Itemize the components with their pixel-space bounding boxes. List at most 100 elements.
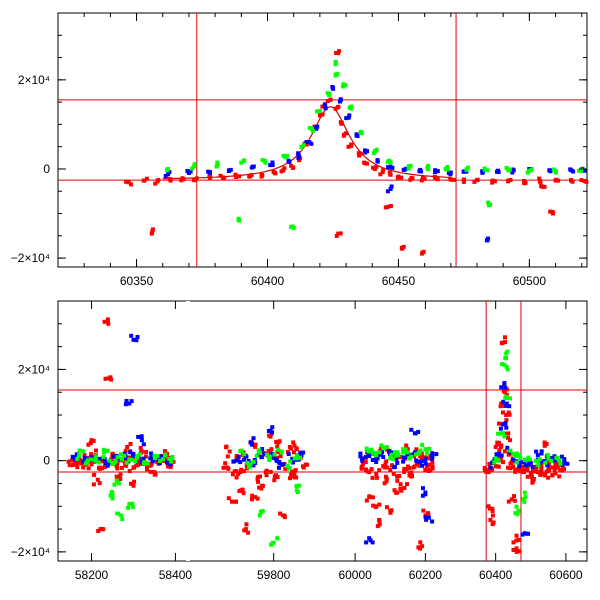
top-point-1-5-n1 [270,160,275,165]
bottom-point-0-90-n2 [420,544,425,549]
top-point-2-3 [239,160,244,165]
top-point-1-13-n1 [347,113,352,118]
top-point-1-6-n1 [286,158,291,163]
bottom-point-2-23 [257,513,262,518]
bottom-point-1-48-n0 [530,464,535,469]
top-point-1-28-n0 [568,167,573,172]
bottom-point-1-9-n1 [149,451,154,456]
bottom-point-0-127-n0 [512,498,517,503]
bottom-point-0-78 [405,447,410,452]
bottom-point-0-84-n2 [430,460,435,464]
top-point-1-13-n0 [344,116,349,121]
top-point-1-19-n1 [419,169,424,174]
bottom-point-0-132 [488,517,493,522]
bottom-point-0-3 [81,465,86,470]
bottom-point-1-26 [367,454,372,459]
top-point-2-4-n1 [260,158,265,163]
top-point-0-18-n0 [320,104,325,109]
bottom-point-1-24-n0 [270,425,275,430]
bottom-point-2-38-n2 [508,396,512,401]
bottom-point-0-44-n2 [258,474,262,479]
bottom-point-2-43-n2 [549,458,554,463]
bottom-point-0-73-n1 [385,465,390,470]
top-point-2-28-n1 [486,200,491,205]
bottom-point-1-21-n1 [290,460,295,465]
bottom-point-0-26-n0 [91,482,96,487]
bottom-point-0-83-n0 [423,467,428,472]
bottom-point-1-18-n0 [259,455,264,460]
bottom-point-0-127-n2 [512,494,516,499]
bottom-point-1-18-n1 [260,447,265,452]
bottom-point-0-131 [553,465,558,470]
bottom-point-2-26-n0 [364,446,369,451]
top-point-0-25-n1 [362,160,367,165]
bottom-point-0-24-n1 [171,459,176,464]
top-ytick-label-0: 2×10⁴ [18,73,50,87]
bottom-point-2-26-n1 [369,447,374,452]
bottom-point-2-16-n2 [238,449,243,453]
bottom-point-1-20-n2 [277,465,281,470]
bottom-point-0-104-n1 [501,389,506,394]
bottom-point-0-88-n0 [388,510,393,515]
bottom-point-2-36-n2 [501,431,506,436]
bottom-point-0-105 [504,413,509,417]
bottom-point-0-76 [398,455,403,459]
top-point-0-26-n1 [374,164,379,169]
bottom-point-1-2 [89,455,94,459]
bottom-point-1-10-n1 [159,454,164,459]
bottom-reference-vlines [485,301,522,561]
bottom-point-1-53-n1 [562,461,567,466]
bottom-point-2-31-n0 [401,450,406,455]
bottom-ytick-label-0: 2×10⁴ [18,362,50,376]
bottom-point-1-23-n2 [251,436,256,441]
bottom-point-2-21 [285,464,290,469]
bottom-point-1-38-n2 [370,540,375,545]
top-point-1-20-n1 [433,168,438,173]
bottom-point-2-34-n2 [420,442,425,447]
bottom-point-1-47-n2 [523,463,528,468]
top-point-2-3-n1 [241,159,246,163]
bottom-point-0-123-n0 [558,468,563,473]
top-point-0-4-n1 [180,176,185,181]
bottom-point-0-35-n0 [101,527,106,532]
bottom-point-0-32 [152,470,157,475]
bottom-point-1-3 [97,456,102,461]
bottom-point-2-0-n2 [80,449,85,454]
bottom-point-0-63-n2 [277,439,282,444]
bottom-point-0-19-n1 [145,467,149,472]
bottom-point-1-51-n2 [549,456,554,461]
top-point-0-14-n1 [297,158,301,163]
top-point-0-24-n1 [356,151,361,156]
bottom-point-0-21-n0 [155,460,160,465]
top-point-0-31-n0 [420,175,425,180]
bottom-point-0-18-n2 [144,450,149,454]
bottom-point-0-9-n0 [102,465,107,469]
bottom-point-1-36-n2 [421,486,425,491]
bottom-point-2-16-n1 [242,452,247,457]
bottom-point-0-102-n0 [504,418,509,423]
top-point-0-0-n0 [129,182,133,187]
top-point-0-0 [126,180,131,185]
bottom-point-2-2-n0 [93,454,98,459]
bottom-point-0-25-n1 [91,438,96,443]
top-point-0-1-n1 [141,178,146,183]
bottom-point-0-128-n1 [511,540,516,545]
bottom-y-tick-labels: 2×10⁴ 0 −2×10⁴ [11,362,51,558]
bottom-point-1-31 [402,455,407,460]
bottom-point-2-29-n2 [390,457,395,461]
bottom-point-1-4-n2 [103,461,108,466]
bottom-point-0-85 [430,464,435,469]
bottom-point-0-65-n2 [359,464,364,469]
top-point-0-3-n1 [168,177,173,182]
top-xtick-label-1: 60400 [251,274,285,288]
top-point-0-36-n1 [490,180,495,185]
top-point-1-17-n1 [386,165,391,170]
bottom-point-0-25-n2 [88,441,93,445]
bottom-point-0-105-n2 [501,410,505,415]
bottom-point-2-30-n1 [393,450,397,455]
bottom-point-0-133 [514,549,519,554]
bottom-point-1-13-n0 [124,399,129,403]
bottom-point-0-128 [514,538,519,543]
bottom-point-2-15-n2 [130,501,135,506]
bottom-point-2-22-n2 [295,456,300,461]
